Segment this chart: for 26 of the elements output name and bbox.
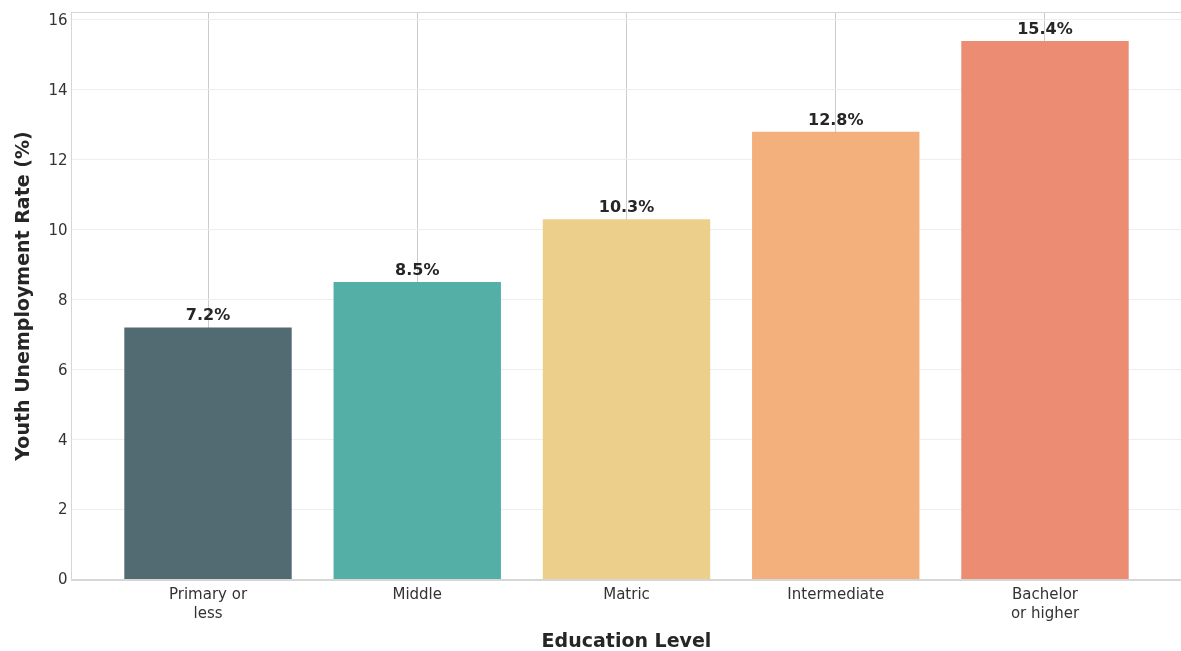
bar — [542, 219, 711, 579]
y-tick-label: 2 — [57, 500, 68, 519]
y-tick-label: 12 — [48, 150, 68, 169]
x-tick-label: Primary or less — [168, 584, 248, 622]
x-tick-label: Matric — [603, 584, 650, 603]
data-label: 12.8% — [807, 109, 864, 129]
data-label: 8.5% — [395, 260, 440, 280]
y-tick-label: 4 — [57, 430, 68, 449]
y-axis-title: Youth Unemployment Rate (%) — [10, 131, 33, 462]
y-tick-label: 8 — [57, 290, 68, 309]
bar — [752, 131, 920, 579]
y-tick-label: 14 — [48, 81, 68, 100]
data-label: 10.3% — [598, 197, 655, 217]
data-label: 7.2% — [185, 305, 231, 325]
x-tick-label: Intermediate — [787, 584, 885, 603]
x-tick-label: Bachelor or higher — [1010, 584, 1080, 622]
y-tick-label: 0 — [57, 570, 68, 589]
data-label: 15.4% — [1017, 18, 1073, 38]
bar — [333, 282, 501, 579]
y-tick-label: 16 — [48, 11, 68, 30]
x-tick-label: Middle — [392, 584, 443, 603]
y-tick-label: 6 — [57, 360, 68, 379]
bar — [961, 40, 1129, 579]
bar — [124, 327, 292, 579]
y-tick-label: 10 — [48, 220, 68, 239]
x-axis-title: Education Level — [541, 629, 712, 651]
